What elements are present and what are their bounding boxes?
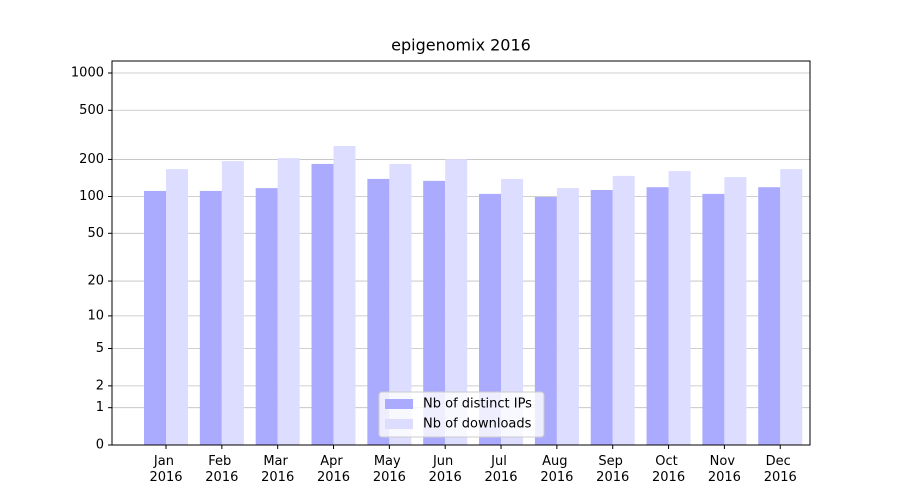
bar <box>166 169 188 446</box>
y-tick-label: 2 <box>96 378 104 393</box>
bar <box>423 180 446 445</box>
bar <box>255 188 278 445</box>
y-tick-label: 500 <box>79 103 104 118</box>
x-tick-label: Dec 2016 <box>764 454 797 485</box>
bar <box>389 163 412 445</box>
plot-frame <box>111 60 811 446</box>
bar <box>556 188 579 445</box>
x-tick-label: Mar 2016 <box>261 454 294 485</box>
bar <box>590 189 613 445</box>
x-tick-label: May 2016 <box>373 454 406 485</box>
x-tick-label: Jan 2016 <box>149 454 182 485</box>
legend-swatch <box>385 399 413 409</box>
x-tick-label: Oct 2016 <box>652 454 685 485</box>
y-tick-label: 50 <box>87 226 104 241</box>
y-tick-label: 0 <box>96 438 104 453</box>
bar <box>668 171 691 446</box>
bar <box>144 190 166 445</box>
bar <box>780 169 803 446</box>
bar <box>367 178 390 445</box>
x-tick-label: Apr 2016 <box>317 454 350 485</box>
legend-label: Nb of downloads <box>423 417 532 432</box>
bar <box>333 146 356 445</box>
x-tick-label: Sep 2016 <box>596 454 629 485</box>
bar <box>646 187 669 445</box>
x-tick-label: Feb 2016 <box>205 454 238 485</box>
x-tick-label: Jul 2016 <box>484 454 517 485</box>
bar <box>612 175 635 446</box>
legend-swatch <box>385 419 413 429</box>
bar <box>501 178 524 445</box>
bar <box>445 159 468 445</box>
x-tick-label: Aug 2016 <box>540 454 573 485</box>
legend-label: Nb of distinct IPs <box>423 397 532 412</box>
bar <box>534 197 557 445</box>
bar <box>199 190 222 445</box>
y-tick-label: 20 <box>87 274 104 289</box>
bar <box>479 193 502 445</box>
bar <box>311 163 334 445</box>
y-tick-label: 5 <box>96 341 104 356</box>
y-tick-label: 10 <box>87 308 104 323</box>
x-tick-label: Nov 2016 <box>708 454 741 485</box>
bar <box>221 161 244 445</box>
y-tick-label: 200 <box>79 152 104 167</box>
bar <box>277 158 300 445</box>
bar <box>724 177 747 445</box>
y-tick-label: 1 <box>96 400 104 415</box>
bar <box>702 193 725 445</box>
legend-box <box>378 391 545 438</box>
x-tick-label: Jun 2016 <box>429 454 462 485</box>
bar <box>758 187 781 445</box>
chart-title: epigenomix 2016 <box>391 36 531 55</box>
y-tick-label: 100 <box>79 189 104 204</box>
y-tick-label: 1000 <box>71 66 104 81</box>
